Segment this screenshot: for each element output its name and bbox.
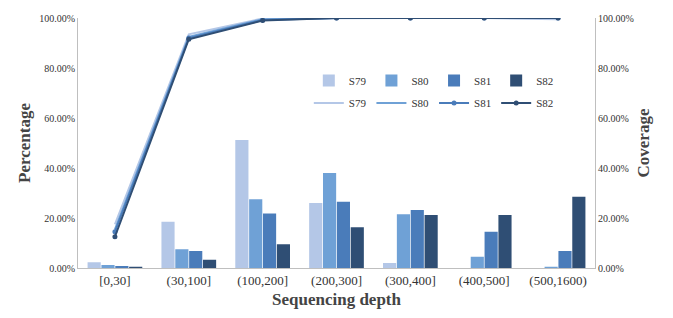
svg-text:100.00%: 100.00%	[598, 13, 634, 24]
svg-text:S81: S81	[474, 75, 491, 87]
svg-text:S79: S79	[349, 75, 367, 87]
svg-text:100.00%: 100.00%	[39, 13, 75, 24]
svg-text:(200,300]: (200,300]	[311, 273, 362, 288]
svg-text:[0,30]: [0,30]	[99, 273, 130, 288]
svg-text:S80: S80	[411, 97, 429, 109]
svg-text:40.00%: 40.00%	[598, 163, 629, 174]
svg-text:S81: S81	[474, 97, 491, 109]
svg-text:40.00%: 40.00%	[44, 163, 75, 174]
svg-text:S79: S79	[349, 97, 367, 109]
svg-text:60.00%: 60.00%	[598, 113, 629, 124]
svg-text:Sequencing depth: Sequencing depth	[272, 290, 401, 309]
svg-text:0.00%: 0.00%	[49, 263, 75, 274]
svg-text:20.00%: 20.00%	[44, 213, 75, 224]
svg-text:S82: S82	[536, 75, 553, 87]
svg-text:(400,500]: (400,500]	[459, 273, 510, 288]
svg-text:S80: S80	[411, 75, 429, 87]
svg-text:(300,400]: (300,400]	[385, 273, 436, 288]
svg-text:(30,100]: (30,100]	[167, 273, 211, 288]
svg-text:(100,200]: (100,200]	[237, 273, 288, 288]
svg-text:Percentage: Percentage	[15, 103, 34, 183]
svg-text:80.00%: 80.00%	[598, 63, 629, 74]
svg-text:Coverage: Coverage	[634, 108, 653, 177]
svg-text:60.00%: 60.00%	[44, 113, 75, 124]
svg-text:80.00%: 80.00%	[44, 63, 75, 74]
svg-text:0.00%: 0.00%	[598, 263, 624, 274]
svg-text:(500,1600): (500,1600)	[529, 273, 586, 288]
svg-text:S82: S82	[536, 97, 553, 109]
svg-text:20.00%: 20.00%	[598, 213, 629, 224]
